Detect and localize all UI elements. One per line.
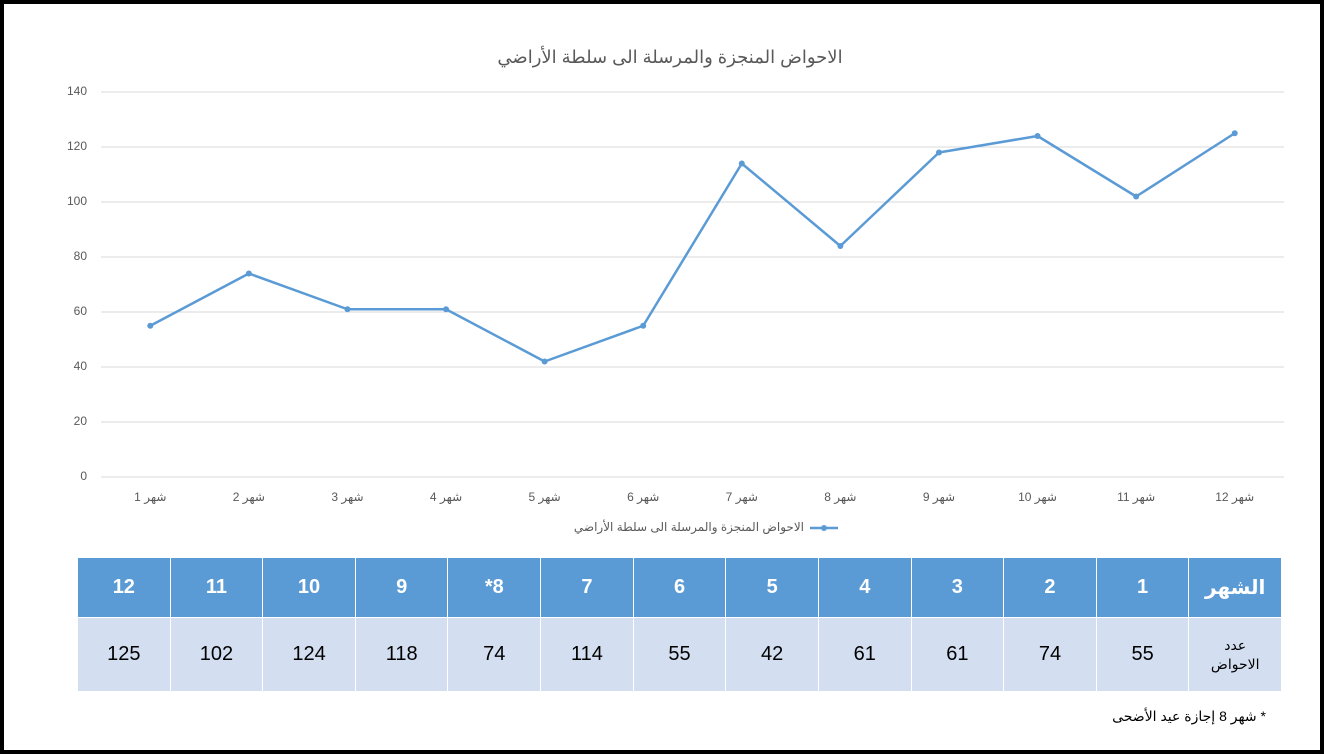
table-cell: 61: [817, 618, 911, 692]
legend-swatch-point: [821, 525, 827, 531]
header-cell: الشهر: [1188, 558, 1281, 618]
point: [935, 149, 942, 156]
x-tick-label: شهر 4: [430, 490, 462, 505]
header-cell: 2: [1003, 558, 1096, 618]
point: [443, 306, 450, 313]
header-cell: 9: [354, 558, 448, 618]
x-tick-label: شهر 10: [1018, 490, 1057, 505]
table-cell: 55: [1095, 618, 1189, 692]
point: [837, 243, 844, 249]
table-cell: 61: [910, 618, 1004, 692]
table-cell: 74: [1003, 618, 1096, 692]
point: [738, 160, 745, 167]
x-tick-label: شهر 5: [529, 490, 561, 505]
x-tick-label: شهر 1: [134, 490, 166, 505]
point: [344, 306, 351, 313]
point: [245, 270, 252, 277]
table-cell: 125: [77, 618, 170, 692]
x-tick-label: شهر 2: [233, 490, 265, 505]
y-tick-label: 100: [67, 194, 87, 208]
table-cell: 114: [540, 618, 633, 692]
y-tick-label: 40: [74, 359, 88, 373]
y-tick-label: 60: [74, 304, 88, 318]
x-tick-label: شهر 12: [1215, 490, 1254, 505]
point: [1231, 130, 1238, 137]
y-tick-label: 20: [74, 414, 88, 428]
table-cell: 102: [169, 618, 263, 692]
point: [1133, 193, 1140, 200]
header-cell: 10: [262, 558, 355, 618]
chart-title: الاحواض المنجزة والمرسلة الى سلطة الأراض…: [497, 46, 842, 68]
chart: الاحواض المنجزة والمرسلة الى سلطة الأراض…: [67, 46, 1284, 535]
x-tick-label: شهر 3: [331, 490, 363, 505]
header-cell: 12: [77, 558, 170, 618]
footnote: * شهر 8 إجازة عيد الأضحى: [1112, 708, 1266, 724]
x-tick-label: شهر 8: [824, 490, 856, 505]
y-tick-label: 80: [74, 249, 88, 263]
x-tick-label: شهر 11: [1117, 490, 1155, 505]
header-cell: 4: [817, 558, 911, 618]
point: [1034, 133, 1041, 139]
y-tick-label: 120: [67, 139, 87, 153]
line: [149, 132, 1236, 363]
x-tick-label: شهر 9: [923, 490, 955, 505]
point: [147, 322, 154, 329]
legend-label: الاحواض المنجزة والمرسلة الى سلطة الأراض…: [574, 519, 804, 535]
x-tick-label: شهر 6: [627, 490, 659, 505]
header-cell: 7: [540, 558, 633, 618]
header-cell: 3: [910, 558, 1004, 618]
point: [541, 358, 548, 365]
table-cell: 74: [447, 618, 541, 692]
y-tick-label: 0: [80, 469, 87, 483]
table-cell: 42: [725, 618, 818, 692]
table-cell: 118: [354, 618, 448, 692]
x-tick-label: شهر 7: [726, 490, 758, 505]
point: [640, 322, 647, 329]
table-cell: عدد الاحواض: [1188, 618, 1281, 692]
header-cell: 8*: [447, 558, 541, 618]
header-cell: 6: [632, 558, 726, 618]
header-cell: 1: [1095, 558, 1189, 618]
table-cell: 55: [632, 618, 726, 692]
y-tick-label: 140: [67, 84, 87, 98]
table: الشهر 1 2 3 4 5 6 7 8* 9 10 11 12 عدد الاحواض 55 74 61 61…: [77, 558, 1281, 692]
table-cell: 124: [262, 618, 355, 692]
header-cell: 11: [169, 558, 263, 618]
header-cell: 5: [725, 558, 818, 618]
